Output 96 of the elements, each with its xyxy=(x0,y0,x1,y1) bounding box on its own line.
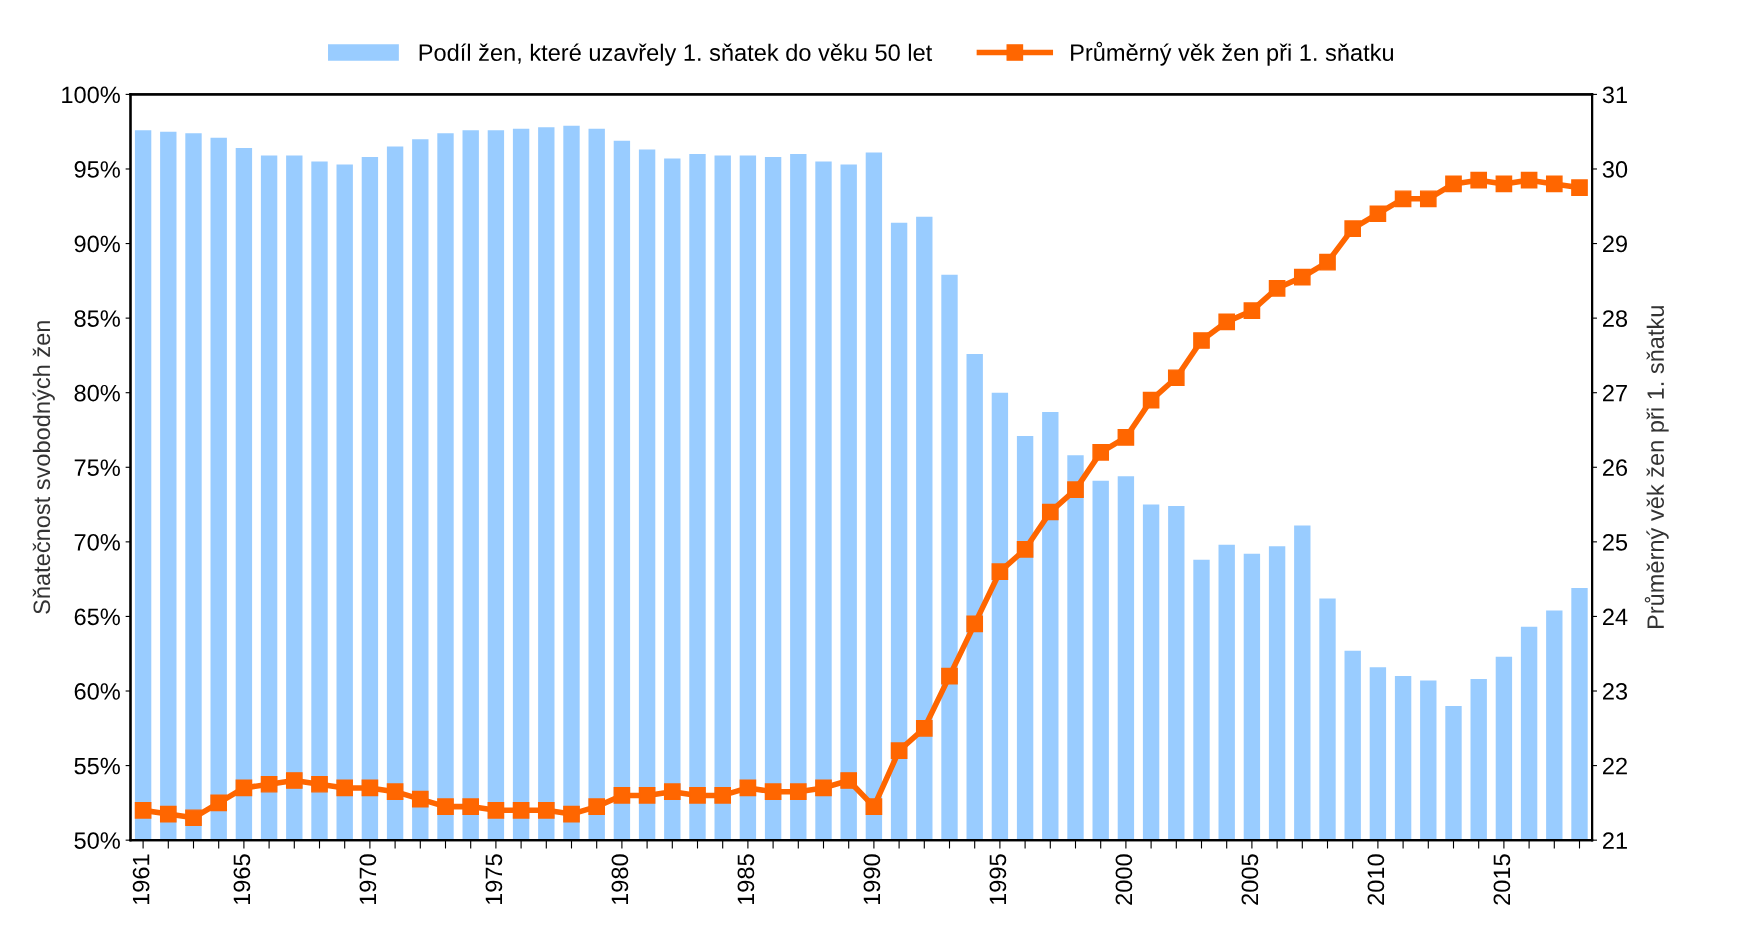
x-tick-label: 1980 xyxy=(611,854,629,905)
point xyxy=(386,783,404,801)
point xyxy=(1167,369,1185,387)
point xyxy=(134,801,152,819)
point xyxy=(537,801,555,819)
point xyxy=(1067,481,1084,498)
point xyxy=(1117,429,1135,446)
point xyxy=(1369,205,1387,223)
point xyxy=(714,787,732,804)
point xyxy=(1520,171,1538,189)
point xyxy=(563,805,580,823)
point xyxy=(1142,391,1160,409)
point xyxy=(1445,175,1462,193)
point xyxy=(1470,171,1488,189)
y2-tick-label: 26 xyxy=(1603,459,1628,477)
point xyxy=(1344,220,1362,237)
point xyxy=(764,783,782,801)
point xyxy=(1243,302,1261,320)
y-tick-label: 80% xyxy=(74,384,120,402)
point xyxy=(1394,190,1412,208)
point xyxy=(689,787,706,804)
point xyxy=(336,779,354,797)
x-tick-label: 1961 xyxy=(132,854,150,905)
y-tick-label: 55% xyxy=(74,757,120,775)
point xyxy=(185,809,202,827)
y-tick-label: 85% xyxy=(74,310,120,327)
point xyxy=(260,775,278,793)
point xyxy=(159,805,177,823)
point xyxy=(1419,190,1437,208)
point xyxy=(966,615,984,633)
point xyxy=(739,779,757,797)
point xyxy=(1268,279,1286,297)
y2-tick-label: 22 xyxy=(1603,757,1627,775)
point xyxy=(235,779,253,797)
point xyxy=(915,719,933,737)
x-tick-label: 2005 xyxy=(1241,854,1259,905)
y2-tick-label: 30 xyxy=(1602,161,1628,178)
y2-axis-title: Průměrný věk žen při 1. sňatku xyxy=(1644,306,1669,629)
point xyxy=(361,779,379,797)
x-tick-label: 2015 xyxy=(1493,854,1511,905)
point xyxy=(462,798,480,815)
y2-tick-label: 28 xyxy=(1603,310,1628,327)
point xyxy=(1218,313,1236,331)
x-tick-label: 2000 xyxy=(1115,854,1133,905)
point xyxy=(588,798,606,815)
x-tick-label: 1985 xyxy=(737,854,755,905)
point xyxy=(1041,503,1059,521)
point xyxy=(991,563,1009,581)
point xyxy=(815,779,832,797)
point xyxy=(663,783,681,801)
point xyxy=(437,798,454,815)
y-tick-label: 65% xyxy=(74,608,120,626)
x-tick-label: 1995 xyxy=(989,854,1007,905)
point xyxy=(890,742,908,760)
point xyxy=(1193,332,1210,349)
point xyxy=(1571,179,1588,196)
y-tick-label: 50% xyxy=(74,832,120,849)
point xyxy=(840,772,858,789)
y-tick-label: 95% xyxy=(74,161,120,178)
point xyxy=(1319,253,1336,271)
point xyxy=(638,787,656,804)
x-tick-label: 1975 xyxy=(485,854,503,905)
point xyxy=(411,790,429,808)
legend-label: Podíl žen, které uzavřely 1. sňatek do věku 50 let xyxy=(419,43,933,66)
point xyxy=(613,787,631,804)
y-tick-label: 70% xyxy=(74,533,120,551)
x-tick-label: 1970 xyxy=(359,854,377,905)
y-tick-label: 75% xyxy=(74,459,120,477)
legend-label: Průměrný věk žen při 1. sňatku xyxy=(1071,41,1394,66)
point xyxy=(941,667,958,685)
x-tick-label: 1990 xyxy=(863,854,881,905)
point xyxy=(311,775,328,793)
y-tick-label: 90% xyxy=(74,235,120,253)
x-tick-label: 1965 xyxy=(233,854,251,905)
y2-tick-label: 25 xyxy=(1603,533,1628,551)
y2-tick-label: 21 xyxy=(1603,832,1627,849)
point xyxy=(1293,268,1311,286)
point xyxy=(512,801,530,819)
point xyxy=(865,798,883,815)
point xyxy=(1016,540,1034,558)
point xyxy=(1495,175,1513,193)
y-tick-label: 60% xyxy=(74,683,120,700)
y2-tick-label: 23 xyxy=(1603,683,1628,700)
point xyxy=(210,794,228,812)
y2-tick-label: 27 xyxy=(1603,384,1627,402)
y-tick-label: 100% xyxy=(62,86,120,104)
point xyxy=(1092,444,1110,461)
point xyxy=(487,801,505,819)
y-axis-title: Sňatečnost svobodných žen xyxy=(32,321,55,614)
point xyxy=(285,772,303,789)
y2-tick-label: 29 xyxy=(1603,235,1627,253)
y2-tick-label: 24 xyxy=(1603,608,1628,625)
point xyxy=(789,783,807,801)
point xyxy=(1545,175,1563,193)
y2-tick-label: 31 xyxy=(1602,86,1627,104)
x-tick-label: 2010 xyxy=(1367,854,1385,905)
